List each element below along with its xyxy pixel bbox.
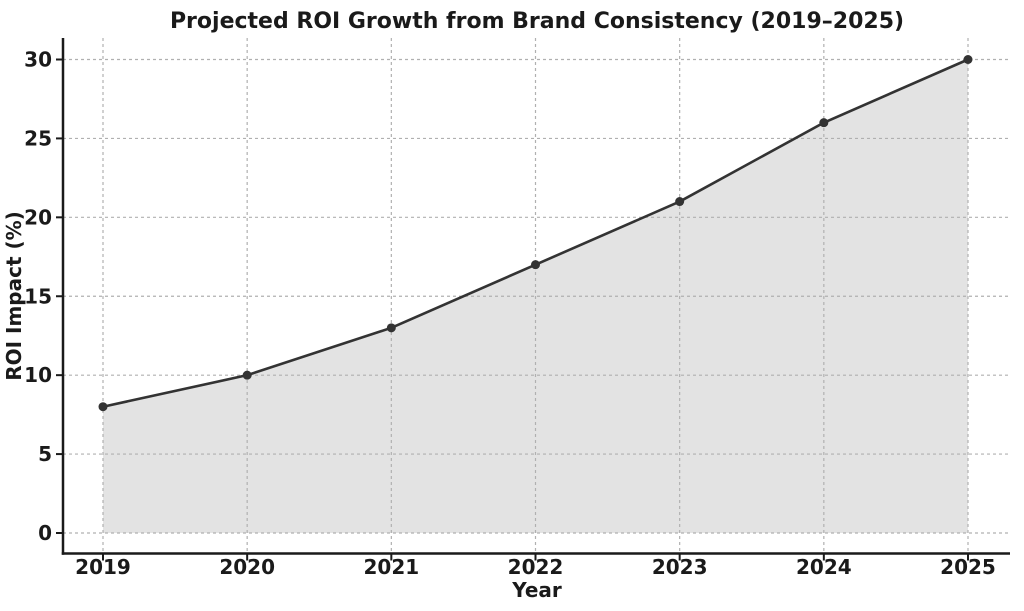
x-tick-label: 2024 [796,555,852,579]
series-layer [98,55,973,412]
data-point-marker [531,260,540,270]
y-tick-label: 5 [38,442,52,466]
chart-title: Projected ROI Growth from Brand Consiste… [170,9,904,34]
x-tick-label: 2022 [508,555,564,579]
y-tick-label: 20 [24,205,52,229]
y-tick-label: 15 [24,284,52,308]
data-point-marker [675,197,685,207]
y-tick-label: 30 [24,48,52,72]
x-tick-label: 2023 [652,555,708,579]
data-point-marker [819,118,829,128]
x-tick-label: 2019 [75,555,131,579]
x-tick-label: 2021 [363,555,419,579]
y-tick-label: 0 [38,521,52,545]
tick-layer [56,58,969,561]
y-tick-label: 25 [24,126,52,150]
data-point-marker [386,323,396,333]
y-tick-label: 10 [24,363,52,387]
data-point-marker [98,402,108,412]
x-axis-label: Year [511,578,562,602]
x-tick-label: 2020 [219,555,275,579]
y-axis-label: ROI Impact (%) [2,211,26,381]
data-point-marker [242,370,252,380]
data-point-marker [963,55,973,64]
x-tick-label: 2025 [940,555,996,579]
